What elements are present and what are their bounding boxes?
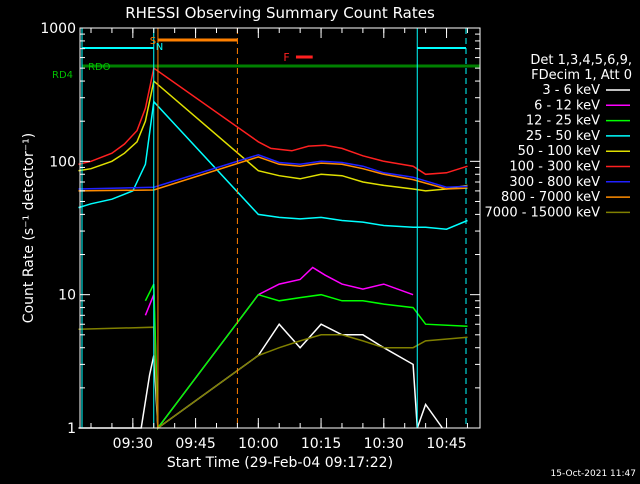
legend-label: 100 - 300 keV bbox=[509, 160, 600, 175]
series-line-8 bbox=[78, 326, 468, 430]
legend-label: 7000 - 15000 keV bbox=[485, 205, 601, 220]
series-line-2 bbox=[144, 283, 468, 431]
legend-label: 50 - 100 keV bbox=[518, 144, 601, 159]
n-label: N bbox=[156, 42, 163, 53]
y-tick-label: 1 bbox=[67, 421, 76, 437]
x-axis-label: Start Time (29-Feb-04 09:17:22) bbox=[167, 455, 393, 471]
series-line-6 bbox=[78, 154, 468, 190]
series-line-4 bbox=[78, 79, 468, 192]
y-tick-label: 100 bbox=[49, 154, 76, 170]
y-axis-label: Count Rate (s⁻¹ detector⁻¹) bbox=[21, 133, 37, 323]
legend-label: 800 - 7000 keV bbox=[501, 190, 600, 205]
overlays: RD4 RDO SN F bbox=[52, 28, 480, 428]
x-tick-label: 10:45 bbox=[426, 436, 466, 452]
y-axis: 1 10 100 1000 bbox=[40, 21, 480, 437]
y-tick-label: 10 bbox=[58, 288, 76, 304]
x-tick-label: 10:30 bbox=[364, 436, 404, 452]
series-line-0 bbox=[78, 322, 444, 430]
legend-label: 300 - 800 keV bbox=[509, 175, 600, 190]
x-tick-label: 09:30 bbox=[113, 436, 153, 452]
legend: Det 1,3,4,5,6,9, FDecim 1, Att 0 3 - 6 k… bbox=[485, 53, 632, 220]
chart-title: RHESSI Observing Summary Count Rates bbox=[125, 4, 435, 22]
rd4-label: RD4 bbox=[52, 70, 73, 81]
legend-label: 3 - 6 keV bbox=[542, 83, 600, 98]
f-label: F bbox=[283, 51, 289, 64]
plot-frame bbox=[79, 27, 481, 429]
legend-label: 25 - 50 keV bbox=[526, 129, 600, 144]
legend-label: 6 - 12 keV bbox=[534, 98, 600, 113]
series-line-7 bbox=[78, 156, 468, 192]
x-tick-label: 10:15 bbox=[301, 436, 341, 452]
data-traces bbox=[78, 66, 468, 431]
x-tick-label: 10:00 bbox=[238, 436, 278, 452]
rdo-label: RDO bbox=[88, 62, 111, 73]
footer-date: 15-Oct-2021 11:47 bbox=[551, 469, 636, 479]
legend-label: 12 - 25 keV bbox=[526, 114, 600, 129]
x-tick-label: 09:45 bbox=[175, 436, 215, 452]
legend-header-2: FDecim 1, Att 0 bbox=[531, 68, 632, 83]
s-label: S bbox=[150, 36, 156, 47]
series-line-5 bbox=[78, 66, 468, 176]
x-axis: 09:30 09:45 10:00 10:15 10:30 10:45 bbox=[90, 28, 468, 452]
y-tick-label: 1000 bbox=[40, 21, 76, 37]
legend-header-1: Det 1,3,4,5,6,9, bbox=[530, 53, 632, 68]
